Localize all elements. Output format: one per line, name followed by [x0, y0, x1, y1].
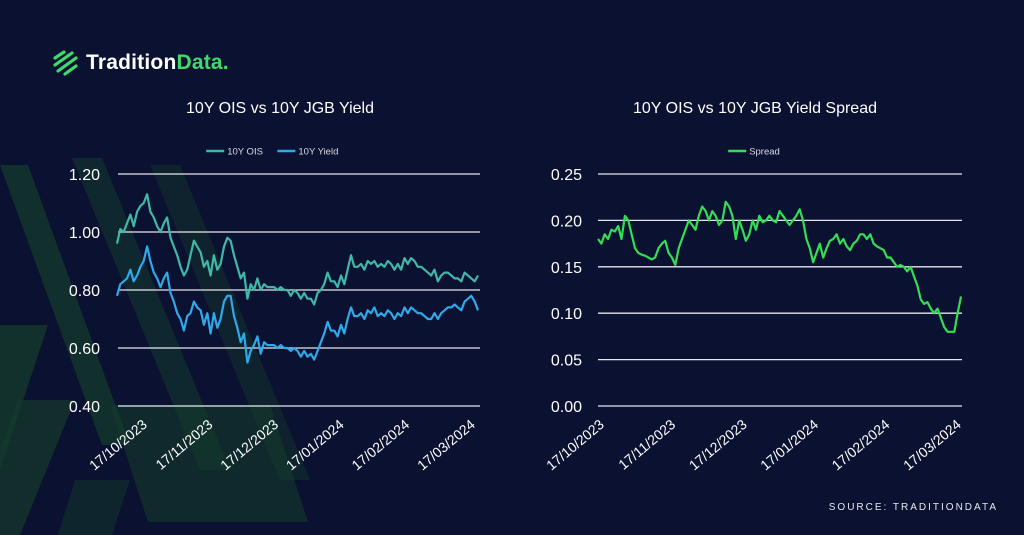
brand-logo-icon: [53, 50, 78, 76]
chart1-legend-label: 10Y OIS: [227, 147, 263, 158]
bg-stripe: [150, 165, 310, 480]
chart1-y-tick-label: 1.00: [69, 225, 100, 242]
chart2-y-tick-label: 0.05: [551, 353, 582, 370]
chart2-legend-label: Spread: [749, 147, 780, 158]
chart2-x-tick-label: 17/12/2023: [686, 416, 750, 473]
chart1-title: 10Y OIS vs 10Y JGB Yield: [186, 100, 374, 117]
chart2-legend: Spread: [728, 147, 780, 158]
chart2-y-tick-label: 0.20: [551, 213, 582, 230]
chart1-y-tick-label: 0.60: [69, 341, 100, 358]
brand-name-part2: Data.: [176, 51, 229, 74]
brand-name: TraditionData.: [86, 51, 229, 75]
chart2-series-line: [597, 200, 963, 333]
chart1-y-tick-label: 0.80: [69, 283, 100, 300]
chart1-legend-label: 10Y Yield: [298, 147, 338, 158]
chart2-x-tick-label: 17/03/2024: [900, 416, 964, 473]
chart1-y-tick-label: 0.40: [69, 399, 100, 416]
bg-stripe: [110, 405, 308, 522]
chart2-x-tick-label: 17/02/2024: [829, 416, 893, 473]
chart1-series-line: [115, 245, 480, 364]
chart2-x-tick-label: 17/01/2024: [757, 416, 821, 473]
chart2-y-tick-label: 0.00: [551, 399, 582, 416]
chart2-x-tick-label: 17/11/2023: [615, 416, 678, 473]
chart2-title: 10Y OIS vs 10Y JGB Yield Spread: [633, 100, 877, 117]
bg-stripe: [0, 165, 130, 445]
chart2-y-tick-label: 0.15: [551, 260, 582, 277]
bg-stripe: [0, 400, 75, 535]
chart2-y-tick-label: 0.25: [551, 167, 582, 184]
brand-name-part1: Tradition: [86, 51, 177, 74]
chart1-series-line: [115, 193, 479, 306]
bg-stripe: [58, 480, 130, 535]
chart2-x-tick-label: 17/10/2023: [543, 416, 607, 473]
source-note: SOURCE: TRADITIONDATA: [828, 502, 998, 513]
brand-logo: TraditionData.: [52, 50, 229, 76]
chart1-y-tick-label: 1.20: [69, 167, 100, 184]
bg-stripe: [72, 158, 230, 470]
chart1-legend: 10Y OIS 10Y Yield: [206, 147, 338, 158]
chart2-y-tick-label: 0.10: [551, 306, 582, 323]
